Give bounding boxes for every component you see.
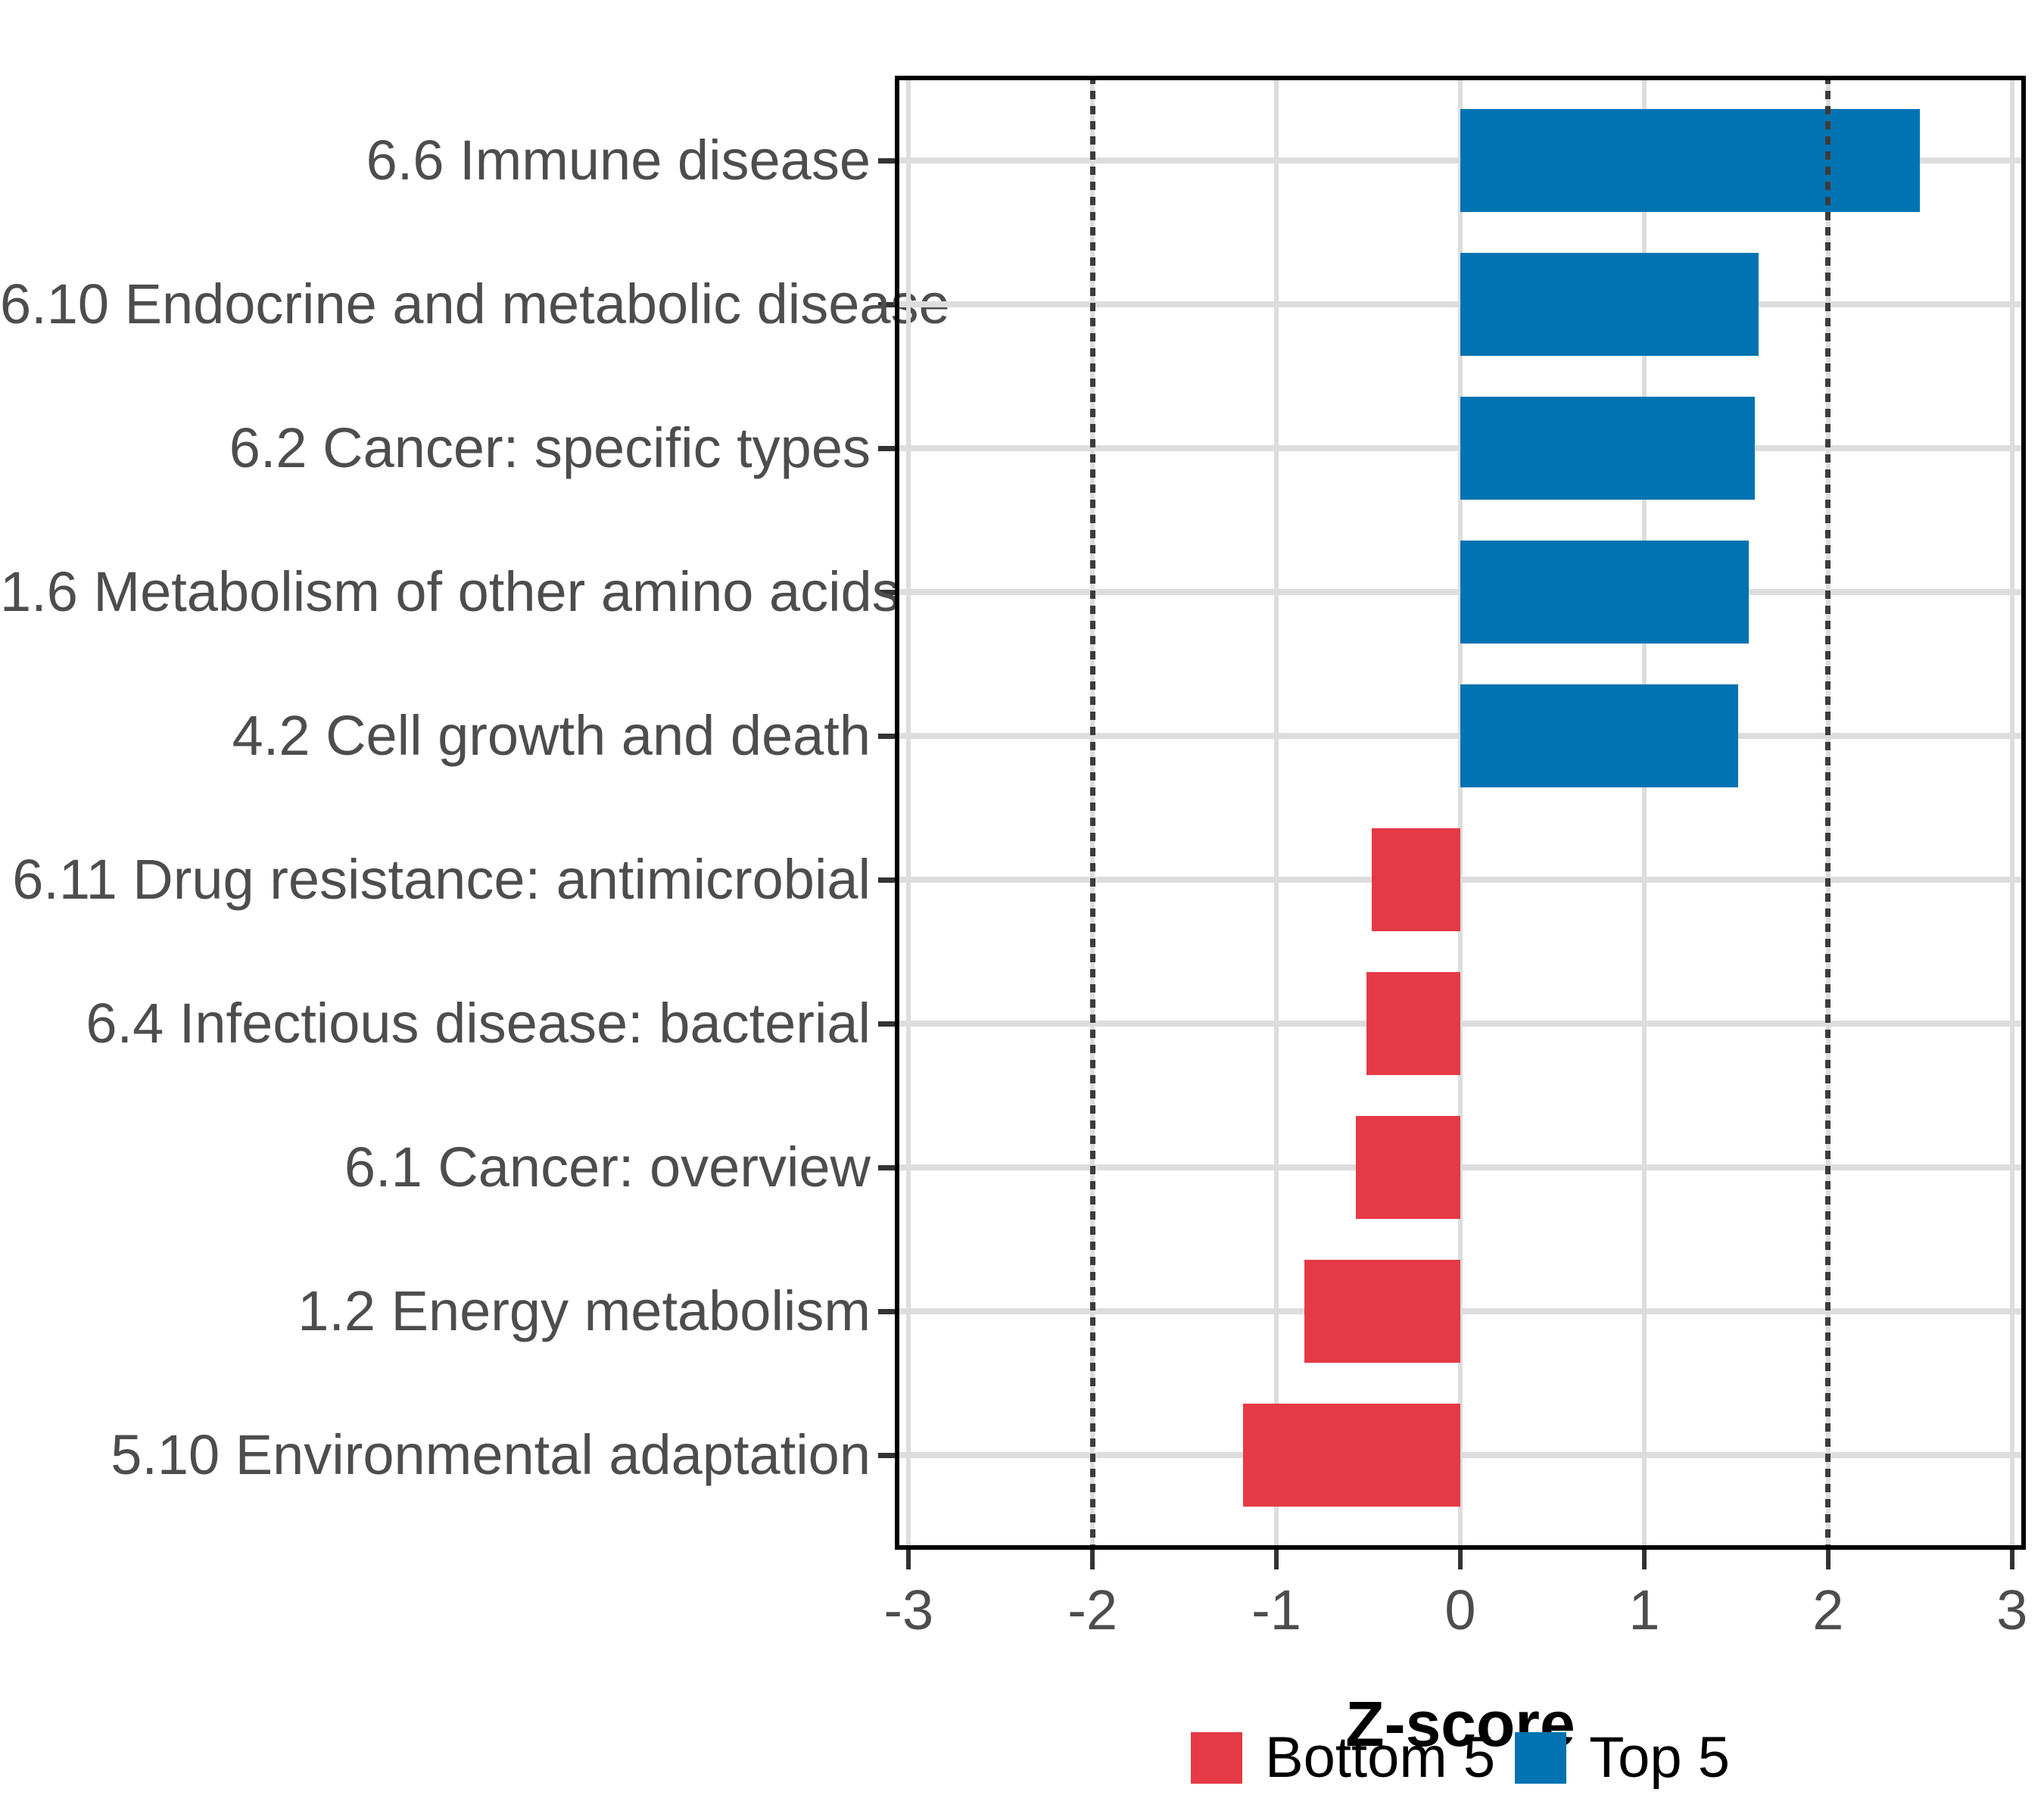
x-tick-label: 1 (1628, 1579, 1660, 1641)
category-label: 1.6 Metabolism of other amino acids (0, 560, 900, 623)
bar-bottom5 (1304, 1260, 1460, 1363)
y-gridline (895, 877, 2026, 883)
y-tick-mark (878, 734, 895, 739)
x-tick-mark (906, 1550, 911, 1569)
x-tick-label: 3 (1996, 1579, 2028, 1641)
category-label: 6.11 Drug resistance: antimicrobial (12, 848, 871, 911)
reference-line (1089, 76, 1095, 1550)
y-tick-mark (878, 1165, 895, 1170)
x-tick-label: 0 (1444, 1579, 1476, 1641)
legend-swatch-bottom5-icon (1190, 1732, 1242, 1784)
y-tick-mark (878, 302, 895, 307)
category-label: 6.10 Endocrine and metabolic disease (0, 273, 950, 335)
y-tick-mark (878, 1021, 895, 1027)
legend: Bottom 5 Top 5 (895, 1720, 2026, 1796)
bar-bottom5 (1355, 1116, 1460, 1219)
y-tick-mark (878, 590, 895, 595)
y-tick-mark (878, 446, 895, 451)
bar-bottom5 (1366, 972, 1460, 1075)
y-tick-mark (878, 1309, 895, 1314)
y-gridline (895, 1021, 2026, 1027)
plot-panel (895, 76, 2026, 1550)
bar-bottom5 (1372, 828, 1460, 931)
x-tick-mark (1090, 1550, 1095, 1569)
x-gridline (906, 76, 911, 1550)
bar-top5 (1460, 109, 1921, 212)
category-label: 6.6 Immune disease (366, 129, 871, 192)
x-gridline (1641, 76, 1647, 1550)
y-gridline (895, 1452, 2026, 1458)
x-tick-mark (2009, 1550, 2014, 1569)
x-tick-label: 2 (1812, 1579, 1844, 1641)
x-gridline (1458, 76, 1463, 1550)
category-label: 6.1 Cancer: overview (344, 1136, 871, 1198)
x-gridline (1274, 76, 1279, 1550)
bar-top5 (1460, 684, 1738, 787)
x-tick-mark (1458, 1550, 1463, 1569)
x-tick-mark (1641, 1550, 1647, 1569)
legend-item-bottom5: Bottom 5 (1190, 1725, 1496, 1790)
y-gridline (895, 1164, 2026, 1170)
y-tick-mark (878, 158, 895, 164)
x-tick-label: -1 (1251, 1579, 1301, 1641)
legend-item-top5: Top 5 (1515, 1728, 1730, 1788)
category-label: 4.2 Cell growth and death (232, 704, 871, 767)
x-tick-mark (1825, 1550, 1831, 1569)
bar-top5 (1460, 253, 1759, 356)
x-gridline (2009, 76, 2014, 1550)
legend-label-top5: Top 5 (1589, 1725, 1731, 1790)
category-label: 5.10 Environmental adaptation (111, 1423, 871, 1486)
y-gridline (895, 1308, 2026, 1314)
bar-top5 (1460, 541, 1750, 644)
x-tick-label: -3 (883, 1579, 934, 1641)
x-tick-mark (1274, 1550, 1279, 1569)
y-tick-mark (878, 1453, 895, 1458)
y-tick-mark (878, 877, 895, 883)
legend-swatch-top5-icon (1515, 1732, 1567, 1784)
bar-bottom5 (1243, 1404, 1460, 1507)
x-tick-label: -2 (1067, 1579, 1118, 1641)
reference-line (1825, 76, 1831, 1550)
legend-label-bottom5: Bottom 5 (1264, 1725, 1496, 1790)
category-label: 6.2 Cancer: specific types (229, 416, 871, 479)
category-label: 1.2 Energy metabolism (298, 1279, 871, 1342)
bar-top5 (1460, 397, 1755, 500)
category-label: 6.4 Infectious disease: bacterial (86, 992, 871, 1055)
